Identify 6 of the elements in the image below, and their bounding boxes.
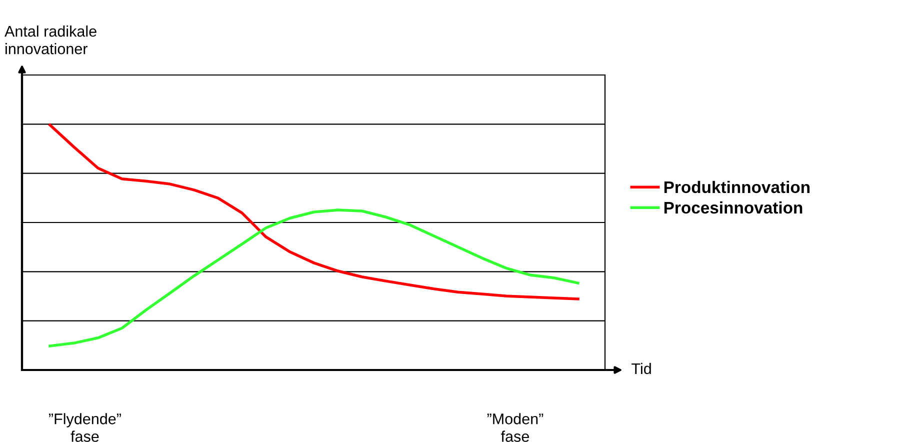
y-axis-title: Antal radikale innovationer: [4, 25, 96, 54]
legend-label: Procesinnovation: [664, 201, 802, 214]
legend-label: Produktinnovation: [664, 180, 810, 194]
x-axis-title: Tid: [632, 362, 651, 374]
text: ”Flydende” fase: [49, 413, 121, 442]
text: ”Moden” fase: [487, 413, 544, 442]
